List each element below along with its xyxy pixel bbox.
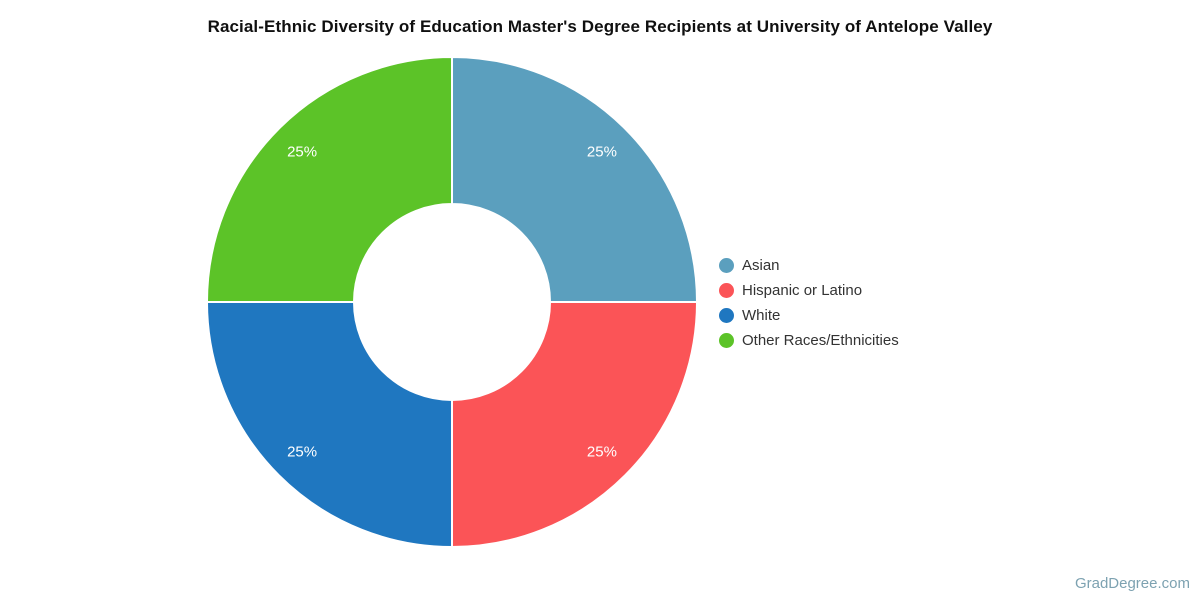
legend-item-other-races-ethnicities[interactable]: Other Races/Ethnicities <box>719 328 899 353</box>
donut-slice-asian[interactable] <box>451 56 698 303</box>
slice-percent-label-asian: 25% <box>587 144 617 161</box>
slice-percent-label-white: 25% <box>287 443 317 460</box>
slice-percent-label-other-races-ethnicities: 25% <box>287 144 317 161</box>
legend-color-swatch-hispanic-or-latino <box>719 283 734 298</box>
legend-color-swatch-white <box>719 308 734 323</box>
donut-slice-hispanic-or-latino[interactable] <box>451 301 698 548</box>
legend-label-asian: Asian <box>742 257 780 274</box>
chart-title: Racial-Ethnic Diversity of Education Mas… <box>207 17 993 36</box>
slice-percent-label-hispanic-or-latino: 25% <box>587 443 617 460</box>
legend-label-white: White <box>742 307 781 324</box>
legend-item-asian[interactable]: Asian <box>719 253 899 278</box>
legend-item-hispanic-or-latino[interactable]: Hispanic or Latino <box>719 278 899 303</box>
legend-color-swatch-asian <box>719 258 734 273</box>
donut-slice-white[interactable] <box>206 301 453 548</box>
donut-slice-other-races-ethnicities[interactable] <box>206 56 453 303</box>
legend-item-white[interactable]: White <box>719 303 899 328</box>
legend-label-other-races-ethnicities: Other Races/Ethnicities <box>742 332 899 349</box>
legend: Asian Hispanic or Latino White Other Races/… <box>719 253 899 353</box>
legend-label-hispanic-or-latino: Hispanic or Latino <box>742 282 863 299</box>
watermark-text: GradDegree.com <box>1074 575 1190 592</box>
legend-color-swatch-other-races-ethnicities <box>719 333 734 348</box>
